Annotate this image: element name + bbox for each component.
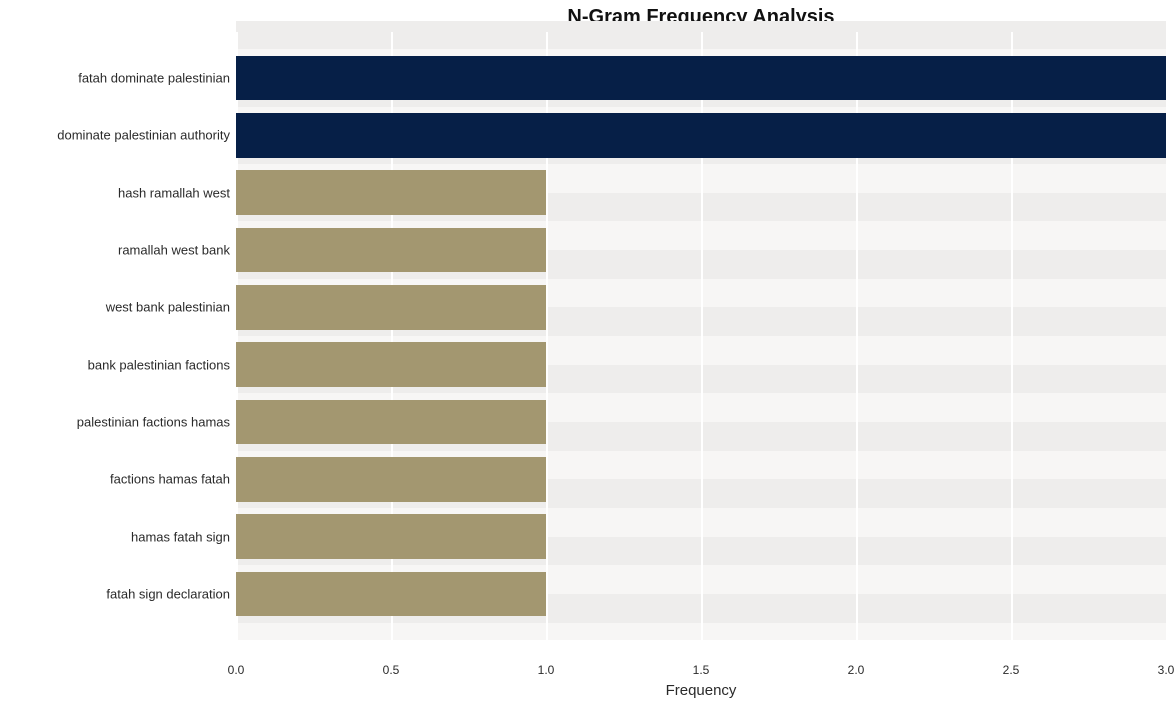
bar — [236, 400, 546, 445]
y-tick-label: hash ramallah west — [118, 185, 230, 200]
bar — [236, 113, 1166, 158]
bar — [236, 514, 546, 559]
bar — [236, 457, 546, 502]
bar — [236, 572, 546, 617]
y-tick-label: ramallah west bank — [118, 242, 230, 257]
x-tick: 0.5 — [383, 663, 400, 677]
y-tick-label: hamas fatah sign — [131, 529, 230, 544]
y-tick-label: bank palestinian factions — [88, 357, 230, 372]
bar — [236, 56, 1166, 101]
y-tick-label: west bank palestinian — [106, 300, 230, 315]
y-tick-label: palestinian factions hamas — [77, 415, 230, 430]
y-tick-label: factions hamas fatah — [110, 472, 230, 487]
bar — [236, 228, 546, 273]
y-tick-label: fatah dominate palestinian — [78, 70, 230, 85]
x-axis-label: Frequency — [236, 682, 1166, 699]
y-tick-label: fatah sign declaration — [106, 587, 230, 602]
ngram-chart: N-Gram Frequency Analysis Frequency 0.00… — [0, 0, 1176, 701]
x-tick: 3.0 — [1158, 663, 1175, 677]
bar — [236, 342, 546, 387]
x-tick: 1.0 — [538, 663, 555, 677]
y-tick-label: dominate palestinian authority — [57, 128, 230, 143]
x-tick: 2.5 — [1003, 663, 1020, 677]
bar — [236, 170, 546, 215]
x-tick: 2.0 — [848, 663, 865, 677]
gridline — [1166, 32, 1168, 640]
plot-area — [236, 32, 1166, 640]
x-tick: 0.0 — [228, 663, 245, 677]
bar — [236, 285, 546, 330]
x-tick: 1.5 — [693, 663, 710, 677]
